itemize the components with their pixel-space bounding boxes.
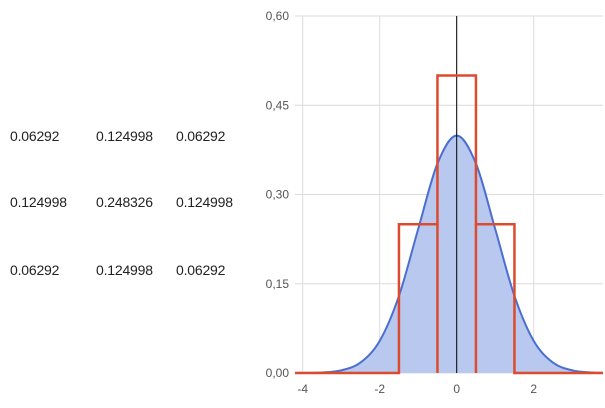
x-tick-label: 2 xyxy=(530,382,537,396)
y-tick-label: 0,00 xyxy=(266,366,290,380)
x-tick-label: -4 xyxy=(297,382,308,396)
kernel-cell: 0.06292 xyxy=(176,128,226,144)
kernel-cell: 0.124998 xyxy=(96,128,153,144)
kernel-cell: 0.248326 xyxy=(96,194,153,210)
step-line xyxy=(295,74,603,375)
kernel-cell: 0.124998 xyxy=(176,194,233,210)
y-tick-label: 0,15 xyxy=(266,277,290,291)
y-tick-label: 0,45 xyxy=(266,98,290,112)
kernel-matrix: 0.06292 0.124998 0.06292 0.124998 0.2483… xyxy=(0,0,260,408)
kernel-cell: 0.124998 xyxy=(10,194,67,210)
kernel-cell: 0.124998 xyxy=(96,262,153,278)
x-tick-label: -2 xyxy=(374,382,385,396)
y-tick-label: 0,30 xyxy=(266,188,290,202)
kernel-cell: 0.06292 xyxy=(10,262,60,278)
curve-area-fill xyxy=(295,135,603,373)
kernel-cell: 0.06292 xyxy=(10,128,60,144)
x-tick-label: 0 xyxy=(453,382,460,396)
kernel-cell: 0.06292 xyxy=(176,262,226,278)
y-tick-label: 0,60 xyxy=(266,9,290,23)
